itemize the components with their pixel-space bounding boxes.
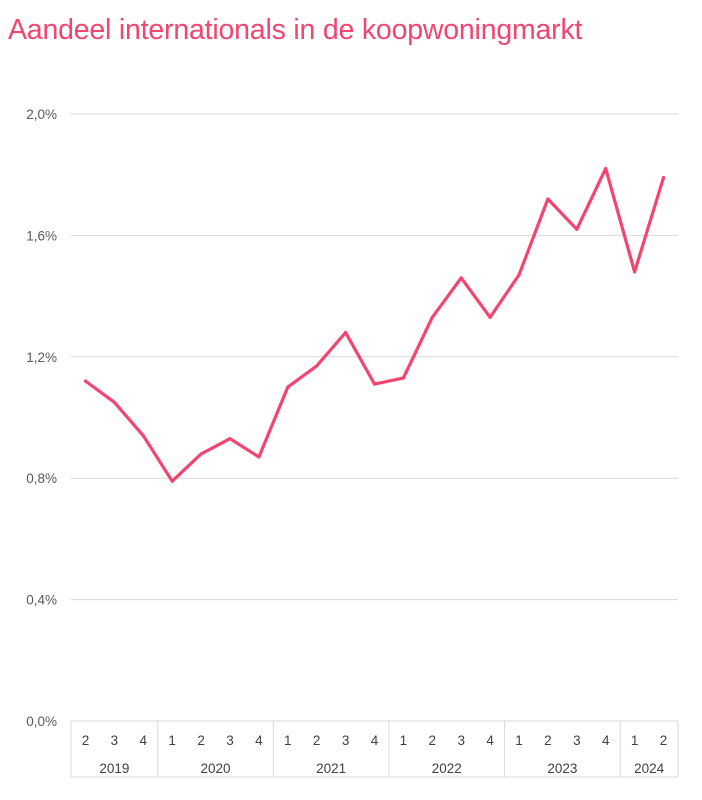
x-tick-year-label: 2022 bbox=[432, 761, 462, 776]
data-point bbox=[430, 315, 434, 319]
x-tick-quarter-label: 3 bbox=[226, 733, 234, 748]
x-tick-year-label: 2024 bbox=[634, 761, 665, 776]
data-point bbox=[257, 455, 261, 459]
data-point bbox=[199, 452, 203, 456]
data-point bbox=[112, 400, 116, 404]
series-line bbox=[83, 167, 666, 483]
data-point bbox=[372, 382, 377, 386]
chart-title: Aandeel internationals in de koopwoningm… bbox=[8, 14, 583, 46]
x-tick-quarter-label: 4 bbox=[371, 733, 379, 748]
x-tick-quarter-label: 1 bbox=[168, 733, 176, 748]
data-point bbox=[661, 176, 666, 180]
data-point bbox=[633, 270, 637, 274]
data-point bbox=[488, 315, 492, 319]
x-tick-quarter-label: 3 bbox=[342, 733, 350, 748]
x-tick-quarter-label: 3 bbox=[573, 733, 581, 748]
x-tick-year-label: 2019 bbox=[99, 761, 129, 776]
x-tick-quarter-label: 2 bbox=[313, 733, 321, 748]
x-tick-quarter-label: 2 bbox=[82, 733, 90, 748]
data-point bbox=[517, 273, 521, 277]
data-point bbox=[604, 167, 608, 171]
x-tick-quarter-label: 4 bbox=[255, 733, 263, 748]
x-tick-quarter-label: 2 bbox=[660, 733, 668, 748]
x-tick-quarter-label: 1 bbox=[400, 733, 408, 748]
x-tick-quarter-label: 1 bbox=[631, 733, 639, 748]
y-tick-label: 2,0% bbox=[26, 107, 57, 122]
x-tick-year-label: 2023 bbox=[547, 761, 577, 776]
data-point bbox=[575, 227, 579, 231]
x-tick-quarter-label: 2 bbox=[429, 733, 437, 748]
data-point bbox=[315, 364, 319, 368]
x-tick-quarter-label: 3 bbox=[457, 733, 465, 748]
x-tick-quarter-label: 4 bbox=[602, 733, 610, 748]
x-tick-quarter-label: 3 bbox=[111, 733, 119, 748]
y-tick-label: 1,6% bbox=[26, 228, 57, 243]
x-tick-quarter-label: 4 bbox=[486, 733, 494, 748]
x-tick-quarter-label: 1 bbox=[284, 733, 292, 748]
data-point bbox=[343, 330, 348, 335]
y-tick-label: 0,0% bbox=[26, 714, 57, 729]
data-point bbox=[228, 437, 232, 441]
y-tick-label: 1,2% bbox=[26, 350, 57, 365]
y-tick-label: 0,8% bbox=[26, 471, 57, 486]
data-point bbox=[83, 379, 88, 383]
x-tick-quarter-label: 2 bbox=[197, 733, 205, 748]
y-tick-label: 0,4% bbox=[26, 593, 57, 608]
x-tick-year-label: 2020 bbox=[201, 761, 231, 776]
data-point bbox=[401, 376, 406, 380]
x-tick-quarter-label: 1 bbox=[515, 733, 523, 748]
data-point bbox=[170, 479, 174, 483]
data-point bbox=[286, 385, 290, 389]
x-tick-quarter-label: 4 bbox=[140, 733, 148, 748]
x-tick-year-label: 2021 bbox=[316, 761, 346, 776]
data-point bbox=[546, 197, 550, 201]
data-point bbox=[141, 434, 145, 438]
x-tick-quarter-label: 2 bbox=[544, 733, 552, 748]
data-point bbox=[459, 276, 463, 280]
